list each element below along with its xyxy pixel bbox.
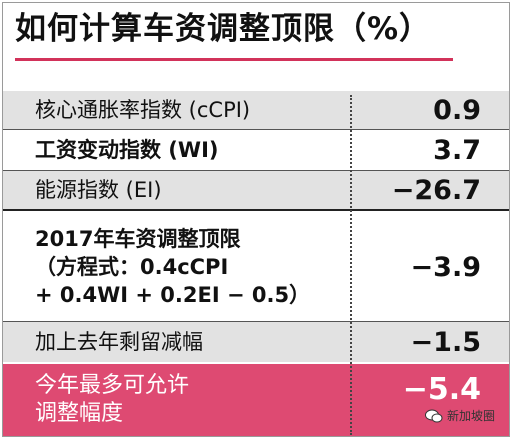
- label-line: 调整幅度: [35, 401, 124, 426]
- row-label: 2017年车资调整顶限 （方程式：0.4cCPI + 0.4WI + 0.2EI…: [35, 213, 310, 321]
- row-formula: 2017年车资调整顶限 （方程式：0.4cCPI + 0.4WI + 0.2EI…: [3, 213, 509, 321]
- row-ei: 能源指数 (EI) −26.7: [3, 171, 509, 209]
- row-value: −5.4: [402, 372, 481, 407]
- row-separator: [3, 170, 509, 171]
- wechat-icon: [424, 409, 443, 422]
- row-label: 核心通胀率指数 (cCPI): [35, 98, 251, 122]
- row-label: 能源指数 (EI): [35, 178, 162, 202]
- watermark: 新加坡圈: [424, 407, 495, 424]
- column-divider: [350, 95, 352, 435]
- row-separator: [3, 129, 509, 130]
- label-line: 2017年车资调整顶限: [35, 227, 241, 251]
- row-max-adjustment: 今年最多可允许 调整幅度 −5.4: [3, 364, 509, 436]
- table-title: 如何计算车资调整顶限（%）: [15, 11, 432, 47]
- row-label: 工资变动指数 (WI): [35, 138, 219, 162]
- row-wi: 工资变动指数 (WI) 3.7: [3, 130, 509, 170]
- row-ccpi: 核心通胀率指数 (cCPI) 0.9: [3, 91, 509, 129]
- row-carryover: 加上去年剩留减幅 −1.5: [3, 322, 509, 362]
- row-value: 3.7: [433, 134, 481, 166]
- label-line: + 0.4WI + 0.2EI − 0.5）: [35, 283, 311, 307]
- row-label: 今年最多可允许 调整幅度: [35, 364, 189, 436]
- row-value: −3.9: [410, 251, 481, 283]
- row-separator: [3, 321, 509, 322]
- row-value: −1.5: [410, 326, 481, 358]
- fare-cap-table: 如何计算车资调整顶限（%） 核心通胀率指数 (cCPI) 0.9 工资变动指数 …: [2, 2, 510, 437]
- row-label: 加上去年剩留减幅: [35, 330, 203, 354]
- title-underline: [15, 58, 453, 61]
- row-value: −26.7: [391, 174, 481, 206]
- row-value: 0.9: [433, 94, 481, 126]
- label-line: 今年最多可允许: [35, 373, 190, 398]
- section-divider: [3, 209, 509, 211]
- label-line: （方程式：0.4cCPI: [35, 255, 229, 279]
- watermark-text: 新加坡圈: [446, 409, 495, 423]
